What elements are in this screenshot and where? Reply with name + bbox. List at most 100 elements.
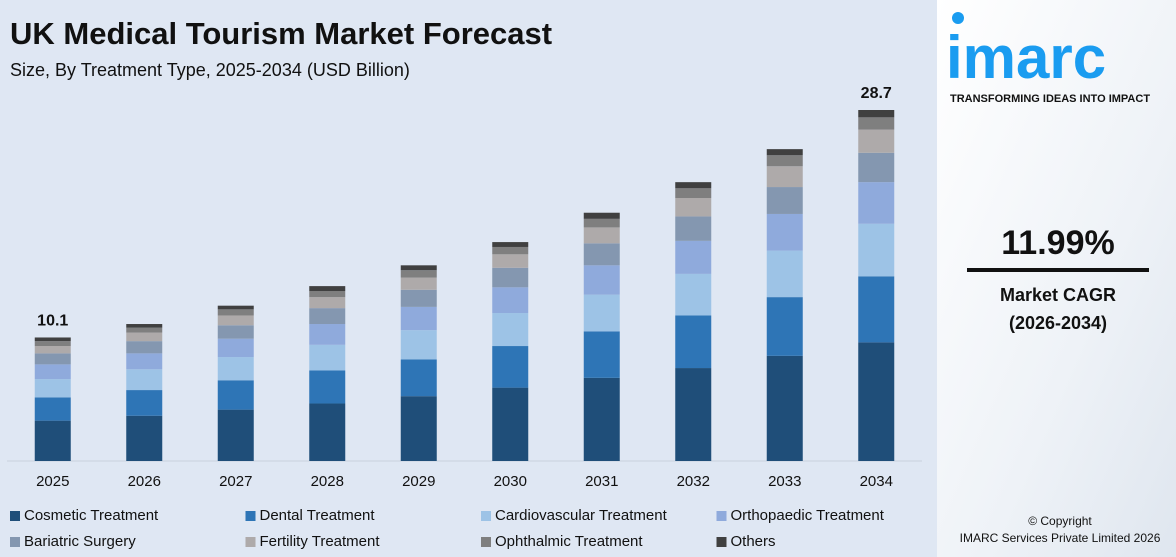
bar-segment [34, 337, 71, 342]
bar-segment [126, 369, 163, 391]
legend-label: Ophthalmic Treatment [495, 533, 643, 550]
bar-segment [766, 149, 803, 156]
legend-swatch [716, 511, 727, 521]
chart-title: UK Medical Tourism Market Forecast [10, 16, 552, 51]
bar-segment [34, 379, 71, 398]
bar-segment [492, 287, 529, 314]
bar-segment [34, 346, 71, 354]
bar-segment [492, 246, 529, 255]
bar-segment [400, 306, 437, 331]
company: IMARC Services Private Limited 2026 [960, 531, 1161, 545]
legend-swatch [481, 511, 491, 521]
bar-segment [675, 315, 712, 369]
bar-segment [309, 291, 346, 298]
bar-segment [217, 409, 254, 461]
bar-segment [675, 216, 712, 241]
bar-segment [126, 332, 163, 342]
legend-label: Fertility Treatment [260, 533, 381, 550]
bar-segment [34, 364, 71, 380]
bar-segment [126, 353, 163, 370]
bar-segment [217, 309, 254, 316]
bar-segment [583, 212, 620, 219]
bar-segment [217, 325, 254, 339]
copyright: © Copyright [1028, 514, 1092, 528]
bar-segment [766, 155, 803, 167]
bar-segment [400, 330, 437, 360]
bar-segment [675, 198, 712, 217]
bar-segment [858, 182, 895, 224]
bar-segment [492, 242, 529, 247]
total-label: 28.7 [861, 85, 892, 102]
bar-segment [34, 341, 71, 347]
bar-segment [309, 344, 346, 371]
cagr-value: 11.99% [1001, 224, 1114, 262]
cagr-label: Market CAGR [1000, 285, 1116, 305]
legend-label: Cardiovascular Treatment [495, 507, 668, 524]
bar-segment [309, 403, 346, 461]
bar-segment [583, 227, 620, 244]
bar-segment [400, 396, 437, 461]
cagr-period: (2026-2034) [1009, 313, 1107, 333]
bar-segment [217, 338, 254, 358]
bar-segment [583, 243, 620, 266]
legend-swatch [716, 537, 727, 547]
x-tick-label: 2033 [768, 473, 801, 490]
bar-segment [126, 341, 163, 354]
x-tick-label: 2032 [677, 473, 710, 490]
bar-segment [217, 380, 254, 410]
total-label: 10.1 [37, 313, 68, 330]
bar-segment [766, 187, 803, 214]
legend-label: Dental Treatment [260, 507, 376, 524]
bar-segment [583, 218, 620, 228]
bar-segment [858, 152, 895, 183]
x-tick-label: 2029 [402, 473, 435, 490]
bar-segment [858, 342, 895, 461]
tagline: TRANSFORMING IDEAS INTO IMPACT [950, 93, 1150, 105]
bar-segment [858, 117, 895, 130]
bar-segment [400, 289, 437, 307]
legend-label: Orthopaedic Treatment [731, 507, 885, 524]
bar-segment [583, 331, 620, 378]
bar-segment [217, 305, 254, 310]
bar-segment [766, 297, 803, 356]
x-tick-label: 2030 [494, 473, 527, 490]
bar-segment [34, 397, 71, 421]
legend-label: Bariatric Surgery [24, 533, 136, 550]
bar-segment [309, 308, 346, 325]
bar-segment [309, 286, 346, 292]
x-tick-label: 2026 [128, 473, 161, 490]
bar-segment [766, 166, 803, 188]
legend-swatch [245, 511, 256, 521]
bar-segment [126, 324, 163, 328]
bar-segment [583, 294, 620, 332]
bar-segment [675, 182, 712, 189]
legend-label: Others [731, 533, 776, 550]
x-tick-label: 2034 [860, 473, 893, 490]
x-tick-label: 2028 [311, 473, 344, 490]
bar-segment [126, 390, 163, 416]
bar-segment [309, 324, 346, 345]
bar-segment [858, 129, 895, 153]
bar-segment [400, 359, 437, 397]
bar-segment [400, 270, 437, 278]
logo: imarc [946, 24, 1106, 91]
bar-segment [217, 315, 254, 326]
bar-segment [766, 355, 803, 461]
bar-segment [675, 188, 712, 199]
legend-label: Cosmetic Treatment [24, 507, 159, 524]
x-tick-label: 2031 [585, 473, 618, 490]
bar-segment [858, 223, 895, 277]
bar-segment [126, 327, 163, 333]
bar-segment [492, 387, 529, 461]
legend-swatch [10, 537, 20, 547]
bar-segment [34, 353, 71, 365]
bar-segment [766, 213, 803, 251]
bar-segment [766, 250, 803, 298]
legend-swatch [10, 511, 20, 521]
bar-segment [400, 277, 437, 290]
legend-swatch [481, 537, 491, 547]
bar-segment [492, 254, 529, 268]
bar-segment [583, 265, 620, 295]
sidebar-background [937, 0, 1176, 557]
